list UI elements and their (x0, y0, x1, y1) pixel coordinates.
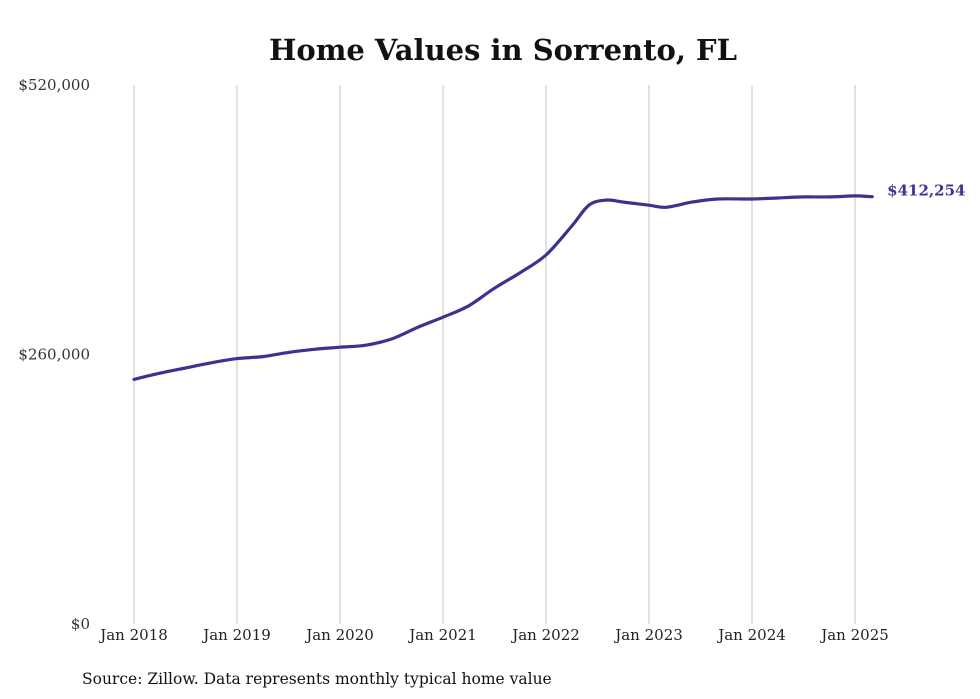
y-tick-label: $260,000 (18, 346, 90, 364)
x-tick-label: Jan 2024 (716, 626, 786, 644)
x-tick-label: Jan 2023 (613, 626, 683, 644)
chart-title: Home Values in Sorrento, FL (269, 33, 737, 67)
series-line (132, 194, 874, 381)
y-tick-label: $0 (71, 615, 90, 633)
source-note: Source: Zillow. Data represents monthly … (82, 670, 552, 688)
y-axis-ticks: $0 $260,000 $520,000 (18, 76, 90, 633)
x-tick-label: Jan 2019 (201, 626, 271, 644)
series-layer: $412,254 (132, 182, 965, 381)
x-tick-label: Jan 2018 (98, 626, 168, 644)
x-tick-label: Jan 2025 (819, 626, 889, 644)
x-tick-label: Jan 2022 (510, 626, 580, 644)
x-tick-label: Jan 2021 (407, 626, 477, 644)
x-tick-label: Jan 2020 (304, 626, 374, 644)
end-value-label: $412,254 (887, 182, 965, 200)
y-tick-label: $520,000 (18, 76, 90, 94)
gridlines (133, 85, 856, 624)
x-axis-ticks: Jan 2018 Jan 2019 Jan 2020 Jan 2021 Jan 2022… (98, 626, 889, 644)
